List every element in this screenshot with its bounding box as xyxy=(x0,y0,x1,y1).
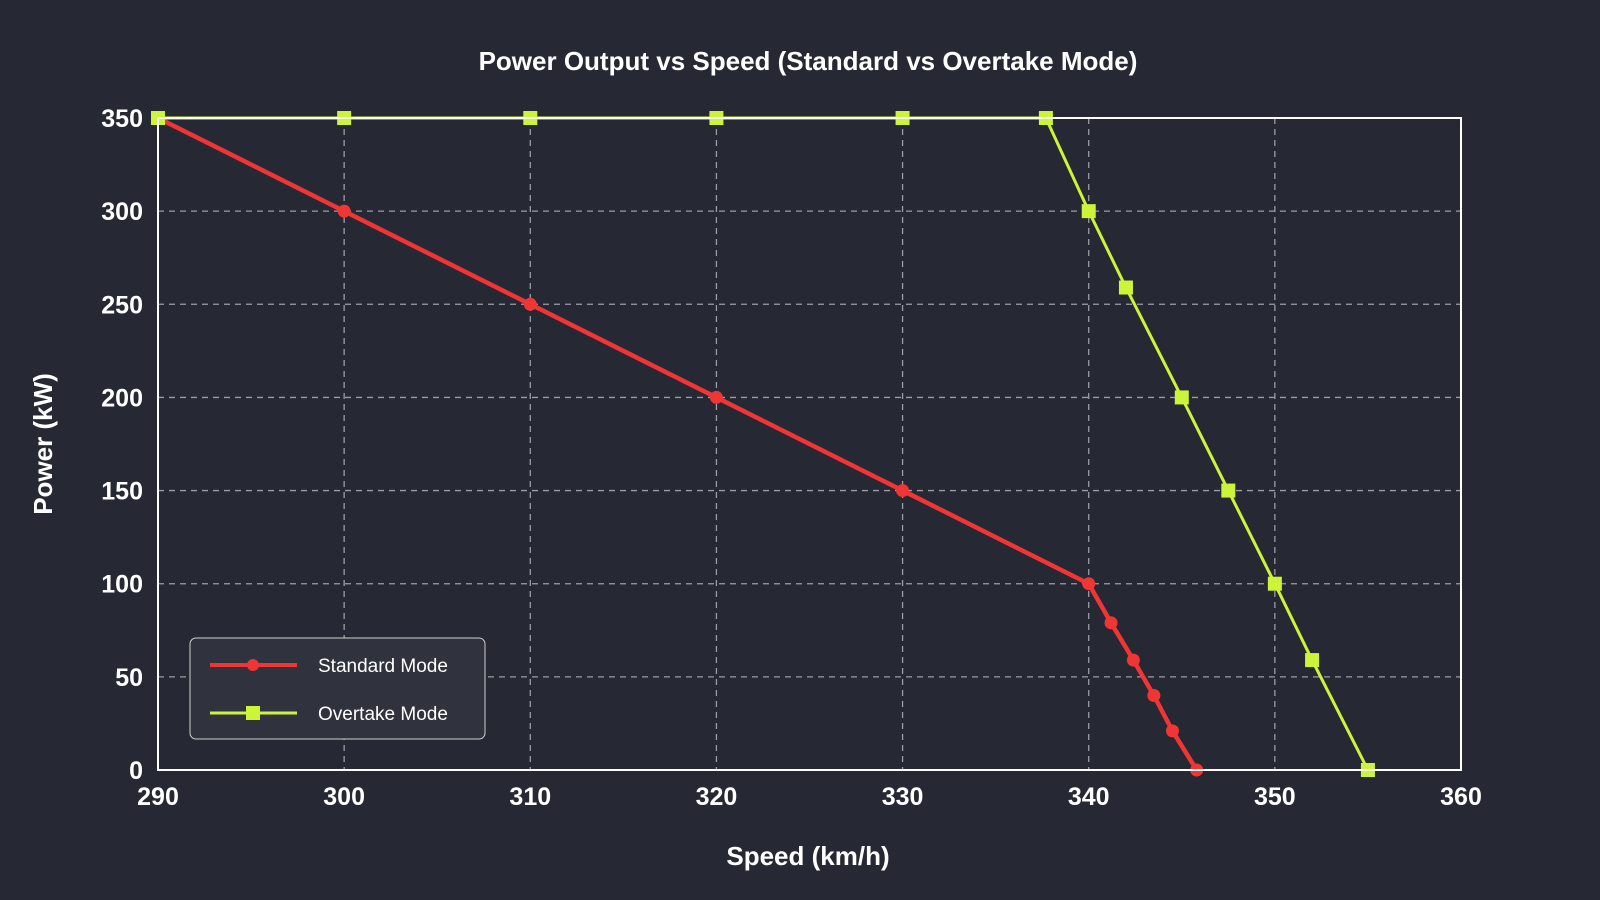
legend-label-standard: Standard Mode xyxy=(318,656,448,677)
plot-frame xyxy=(157,117,1462,771)
x-tick-label: 350 xyxy=(1254,783,1296,811)
data-point-standard-mode xyxy=(1165,724,1179,738)
x-tick-label: 300 xyxy=(323,783,365,811)
data-point-standard-mode xyxy=(1104,616,1118,630)
data-point-overtake-mode xyxy=(1174,390,1189,405)
data-point-standard-mode xyxy=(1126,653,1140,667)
data-point-overtake-mode xyxy=(1267,576,1282,591)
chart-title: Power Output vs Speed (Standard vs Overt… xyxy=(479,46,1138,76)
y-axis-label: Power (kW) xyxy=(28,373,58,515)
data-point-overtake-mode xyxy=(1118,280,1133,295)
data-point-standard-mode xyxy=(896,484,910,498)
legend-marker-overtake xyxy=(246,706,260,720)
legend-label-overtake: Overtake Mode xyxy=(318,704,448,725)
legend-marker-standard xyxy=(247,659,259,671)
data-point-overtake-mode xyxy=(1221,483,1236,498)
data-point-overtake-mode xyxy=(1305,653,1320,668)
y-tick-label: 200 xyxy=(101,384,143,412)
y-tick-label: 0 xyxy=(129,757,143,785)
x-tick-label: 290 xyxy=(137,783,179,811)
legend: Standard Mode Overtake Mode xyxy=(189,637,486,740)
y-tick-label: 350 xyxy=(101,105,143,133)
data-point-standard-mode xyxy=(1082,577,1096,591)
data-point-standard-mode xyxy=(1147,688,1161,702)
y-tick-label: 50 xyxy=(115,664,143,692)
y-tick-label: 250 xyxy=(101,291,143,319)
tick-labels: 290 300 310 320 330 340 350 360 0 50 100 150 200 250 3… xyxy=(101,105,1482,811)
y-tick-label: 150 xyxy=(101,478,143,506)
data-point-standard-mode xyxy=(337,204,351,218)
x-tick-label: 320 xyxy=(696,783,738,811)
x-tick-label: 340 xyxy=(1068,783,1110,811)
data-point-standard-mode xyxy=(709,390,723,404)
data-point-standard-mode xyxy=(523,297,537,311)
x-tick-label: 330 xyxy=(882,783,924,811)
y-tick-label: 100 xyxy=(101,571,143,599)
x-axis-label: Speed (km/h) xyxy=(726,841,889,871)
y-tick-label: 300 xyxy=(101,198,143,226)
x-tick-label: 310 xyxy=(509,783,551,811)
data-point-overtake-mode xyxy=(1081,204,1096,219)
x-tick-label: 360 xyxy=(1440,783,1482,811)
